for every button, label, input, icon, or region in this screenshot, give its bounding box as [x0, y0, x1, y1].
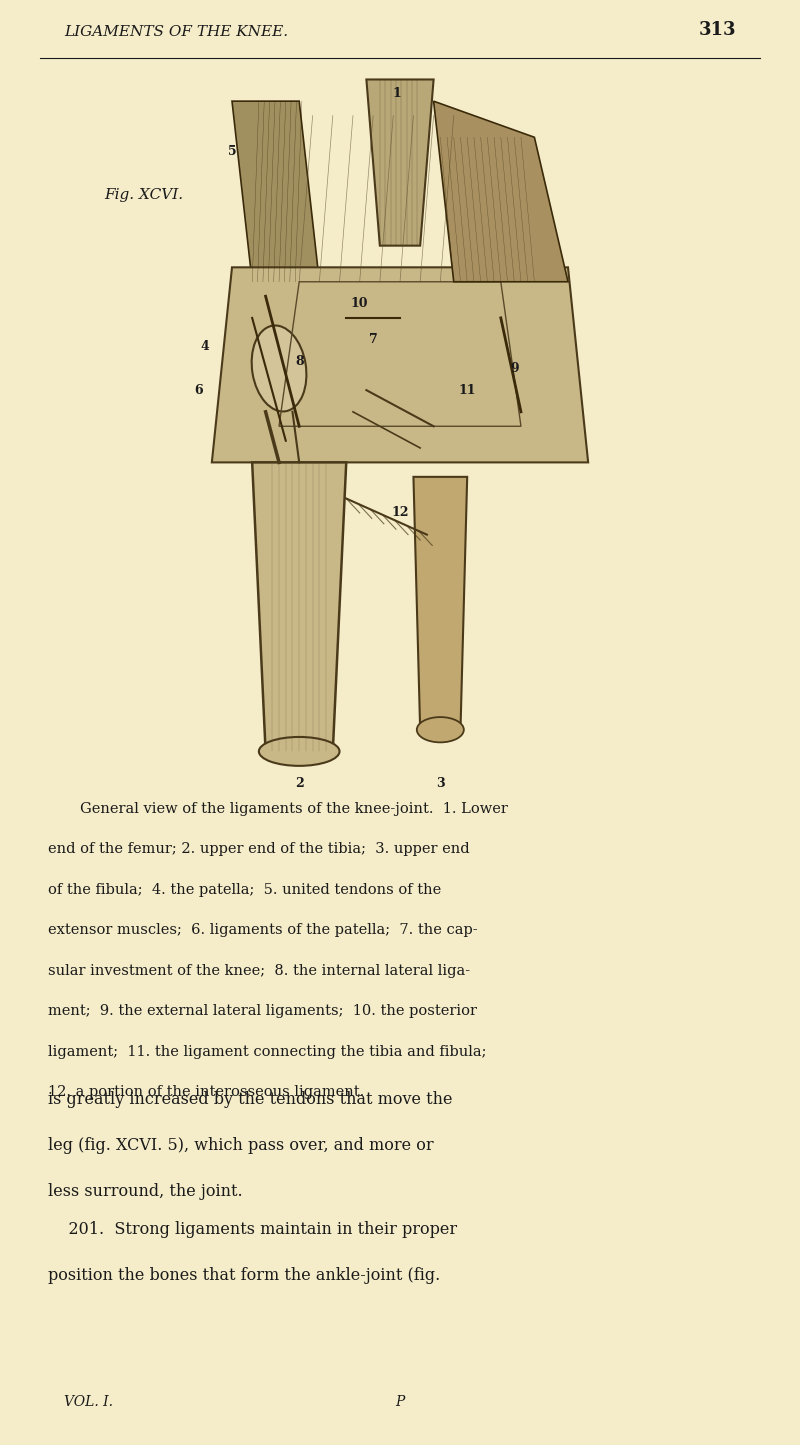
Text: 313: 313: [698, 22, 736, 39]
FancyBboxPatch shape: [80, 43, 720, 788]
Text: Fig. XCVI.: Fig. XCVI.: [104, 188, 183, 202]
Text: 6: 6: [194, 384, 202, 396]
Text: 201.  Strong ligaments maintain in their proper: 201. Strong ligaments maintain in their …: [48, 1221, 457, 1238]
Text: 11: 11: [458, 384, 476, 396]
Text: ligament;  11. the ligament connecting the tibia and fibula;: ligament; 11. the ligament connecting th…: [48, 1045, 486, 1059]
Text: is greatly increased by the tendons that move the: is greatly increased by the tendons that…: [48, 1091, 453, 1108]
Text: 3: 3: [436, 777, 445, 790]
Text: of the fibula;  4. the patella;  5. united tendons of the: of the fibula; 4. the patella; 5. united…: [48, 883, 442, 897]
Text: P: P: [395, 1394, 405, 1409]
Text: end of the femur; 2. upper end of the tibia;  3. upper end: end of the femur; 2. upper end of the ti…: [48, 842, 470, 857]
Text: General view of the ligaments of the knee-joint.  1. Lower: General view of the ligaments of the kne…: [80, 802, 508, 816]
Ellipse shape: [252, 325, 306, 412]
Polygon shape: [232, 101, 319, 282]
Polygon shape: [414, 477, 467, 730]
Ellipse shape: [259, 737, 339, 766]
Text: sular investment of the knee;  8. the internal lateral liga-: sular investment of the knee; 8. the int…: [48, 964, 470, 978]
Text: 1: 1: [392, 88, 401, 100]
Text: ment;  9. the external lateral ligaments;  10. the posterior: ment; 9. the external lateral ligaments;…: [48, 1004, 477, 1019]
Text: 4: 4: [201, 341, 210, 353]
Text: extensor muscles;  6. ligaments of the patella;  7. the cap-: extensor muscles; 6. ligaments of the pa…: [48, 923, 478, 938]
Text: 12: 12: [391, 507, 409, 519]
Text: 7: 7: [369, 334, 378, 345]
Text: 8: 8: [295, 355, 303, 367]
Polygon shape: [434, 101, 568, 282]
Text: VOL. I.: VOL. I.: [64, 1394, 113, 1409]
Text: 5: 5: [228, 146, 236, 158]
Text: position the bones that form the ankle-joint (fig.: position the bones that form the ankle-j…: [48, 1267, 440, 1285]
Ellipse shape: [417, 717, 464, 743]
Polygon shape: [252, 462, 346, 751]
Text: LIGAMENTS OF THE KNEE.: LIGAMENTS OF THE KNEE.: [64, 25, 288, 39]
Polygon shape: [366, 79, 434, 246]
Text: leg (fig. XCVI. 5), which pass over, and more or: leg (fig. XCVI. 5), which pass over, and…: [48, 1137, 434, 1155]
Polygon shape: [212, 267, 588, 462]
Text: 12. a portion of the interosseous ligament.: 12. a portion of the interosseous ligame…: [48, 1085, 364, 1100]
Text: 9: 9: [510, 363, 518, 374]
Text: less surround, the joint.: less surround, the joint.: [48, 1183, 242, 1201]
Text: 2: 2: [295, 777, 303, 790]
Text: 10: 10: [351, 298, 369, 309]
